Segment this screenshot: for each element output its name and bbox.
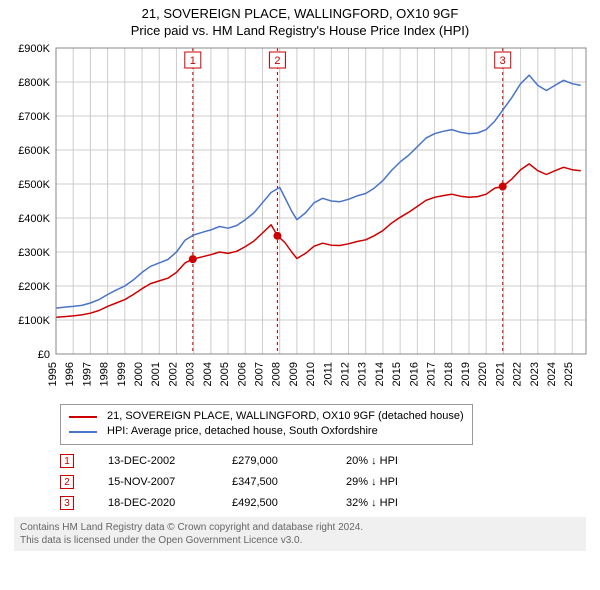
svg-text:2013: 2013 bbox=[357, 362, 369, 386]
chart-title-sub: Price paid vs. HM Land Registry's House … bbox=[0, 23, 600, 38]
svg-text:2001: 2001 bbox=[150, 362, 162, 386]
svg-text:2003: 2003 bbox=[185, 362, 197, 386]
sale-marker-box: 2 bbox=[60, 475, 74, 489]
svg-text:2024: 2024 bbox=[546, 362, 558, 386]
svg-text:£200K: £200K bbox=[18, 281, 50, 293]
sale-date: 18-DEC-2020 bbox=[108, 493, 198, 514]
svg-text:2007: 2007 bbox=[253, 362, 265, 386]
svg-text:£500K: £500K bbox=[18, 179, 50, 191]
svg-text:£700K: £700K bbox=[18, 111, 50, 123]
svg-text:2023: 2023 bbox=[529, 362, 541, 386]
sale-price: £347,500 bbox=[232, 472, 312, 493]
svg-text:2021: 2021 bbox=[494, 362, 506, 386]
legend-swatch bbox=[69, 431, 97, 433]
sale-price: £279,000 bbox=[232, 451, 312, 472]
svg-text:2020: 2020 bbox=[477, 362, 489, 386]
svg-text:£900K: £900K bbox=[18, 43, 50, 55]
legend-swatch bbox=[69, 416, 97, 418]
chart-legend: 21, SOVEREIGN PLACE, WALLINGFORD, OX10 9… bbox=[60, 404, 473, 445]
sales-row: 3 18-DEC-2020 £492,500 32% ↓ HPI bbox=[60, 493, 586, 514]
attribution-line2: This data is licensed under the Open Gov… bbox=[20, 534, 580, 547]
svg-text:2009: 2009 bbox=[288, 362, 300, 386]
svg-text:2006: 2006 bbox=[236, 362, 248, 386]
svg-text:1996: 1996 bbox=[64, 362, 76, 386]
sale-marker-box: 1 bbox=[60, 454, 74, 468]
svg-text:1999: 1999 bbox=[116, 362, 128, 386]
svg-text:£100K: £100K bbox=[18, 315, 50, 327]
sale-delta: 29% ↓ HPI bbox=[346, 472, 436, 493]
sale-delta: 32% ↓ HPI bbox=[346, 493, 436, 514]
svg-text:£600K: £600K bbox=[18, 145, 50, 157]
svg-text:£300K: £300K bbox=[18, 247, 50, 259]
svg-text:2019: 2019 bbox=[460, 362, 472, 386]
svg-text:2022: 2022 bbox=[512, 362, 524, 386]
legend-label: HPI: Average price, detached house, Sout… bbox=[107, 424, 378, 439]
svg-text:2016: 2016 bbox=[408, 362, 420, 386]
legend-label: 21, SOVEREIGN PLACE, WALLINGFORD, OX10 9… bbox=[107, 409, 464, 424]
svg-text:2010: 2010 bbox=[305, 362, 317, 386]
svg-text:2002: 2002 bbox=[167, 362, 179, 386]
sale-price: £492,500 bbox=[232, 493, 312, 514]
svg-text:1: 1 bbox=[190, 55, 196, 67]
sales-row: 1 13-DEC-2002 £279,000 20% ↓ HPI bbox=[60, 451, 586, 472]
svg-text:2011: 2011 bbox=[322, 362, 334, 386]
svg-text:2025: 2025 bbox=[563, 362, 575, 386]
attribution-footer: Contains HM Land Registry data © Crown c… bbox=[14, 517, 586, 551]
svg-text:2015: 2015 bbox=[391, 362, 403, 386]
svg-text:2005: 2005 bbox=[219, 362, 231, 386]
svg-text:1998: 1998 bbox=[99, 362, 111, 386]
line-chart-svg: £0 £100K £200K £300K £400K £500K £600K £700K £80… bbox=[0, 38, 600, 398]
sale-marker-box: 3 bbox=[60, 496, 74, 510]
svg-text:2004: 2004 bbox=[202, 362, 214, 386]
legend-row: HPI: Average price, detached house, Sout… bbox=[69, 424, 464, 439]
sales-table: 1 13-DEC-2002 £279,000 20% ↓ HPI 2 15-NOV-200… bbox=[60, 451, 586, 514]
svg-text:£800K: £800K bbox=[18, 77, 50, 89]
svg-text:3: 3 bbox=[500, 55, 506, 67]
svg-text:2: 2 bbox=[274, 55, 280, 67]
svg-text:2014: 2014 bbox=[374, 362, 386, 386]
svg-text:1997: 1997 bbox=[81, 362, 93, 386]
attribution-line1: Contains HM Land Registry data © Crown c… bbox=[20, 521, 580, 534]
svg-text:£400K: £400K bbox=[18, 213, 50, 225]
svg-text:2017: 2017 bbox=[426, 362, 438, 386]
sale-date: 15-NOV-2007 bbox=[108, 472, 198, 493]
svg-text:£0: £0 bbox=[38, 349, 50, 361]
sale-delta: 20% ↓ HPI bbox=[346, 451, 436, 472]
svg-text:2018: 2018 bbox=[443, 362, 455, 386]
chart-title-main: 21, SOVEREIGN PLACE, WALLINGFORD, OX10 9… bbox=[0, 6, 600, 21]
svg-text:2008: 2008 bbox=[271, 362, 283, 386]
svg-text:2012: 2012 bbox=[340, 362, 352, 386]
chart-area: £0 £100K £200K £300K £400K £500K £600K £700K £80… bbox=[0, 38, 600, 398]
svg-text:2000: 2000 bbox=[133, 362, 145, 386]
sales-row: 2 15-NOV-2007 £347,500 29% ↓ HPI bbox=[60, 472, 586, 493]
legend-row: 21, SOVEREIGN PLACE, WALLINGFORD, OX10 9… bbox=[69, 409, 464, 424]
svg-text:1995: 1995 bbox=[47, 362, 59, 386]
sale-date: 13-DEC-2002 bbox=[108, 451, 198, 472]
